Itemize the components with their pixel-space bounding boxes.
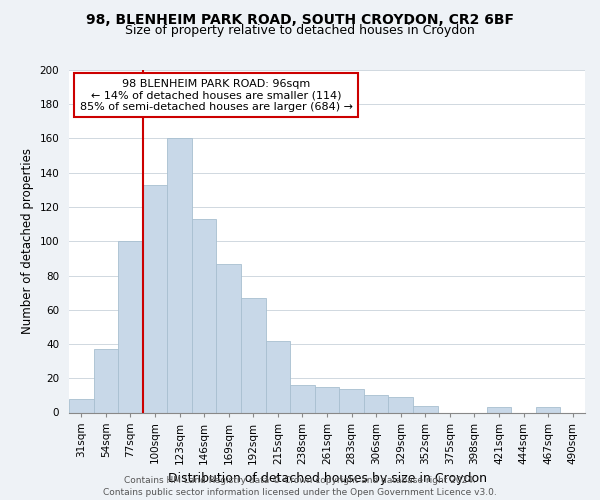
Bar (536, 408, 560, 412)
Bar (315, 387, 339, 412)
Bar (413, 406, 437, 412)
Bar (192, 219, 217, 412)
Bar (339, 388, 364, 412)
Bar (487, 408, 511, 412)
Y-axis label: Number of detached properties: Number of detached properties (21, 148, 34, 334)
Bar (241, 298, 266, 412)
Text: Size of property relative to detached houses in Croydon: Size of property relative to detached ho… (125, 24, 475, 37)
Bar (143, 184, 167, 412)
Text: 98, BLENHEIM PARK ROAD, SOUTH CROYDON, CR2 6BF: 98, BLENHEIM PARK ROAD, SOUTH CROYDON, C… (86, 13, 514, 27)
Bar (94, 349, 118, 412)
Bar (118, 242, 143, 412)
Bar (217, 264, 241, 412)
Text: Contains public sector information licensed under the Open Government Licence v3: Contains public sector information licen… (103, 488, 497, 497)
X-axis label: Distribution of detached houses by size in Croydon: Distribution of detached houses by size … (167, 472, 487, 485)
Bar (388, 397, 413, 412)
Text: 98 BLENHEIM PARK ROAD: 96sqm
← 14% of detached houses are smaller (114)
85% of s: 98 BLENHEIM PARK ROAD: 96sqm ← 14% of de… (80, 78, 353, 112)
Bar (364, 396, 388, 412)
Bar (266, 340, 290, 412)
Text: Contains HM Land Registry data © Crown copyright and database right 2024.: Contains HM Land Registry data © Crown c… (124, 476, 476, 485)
Bar (69, 399, 94, 412)
Bar (290, 385, 315, 412)
Bar (167, 138, 192, 412)
